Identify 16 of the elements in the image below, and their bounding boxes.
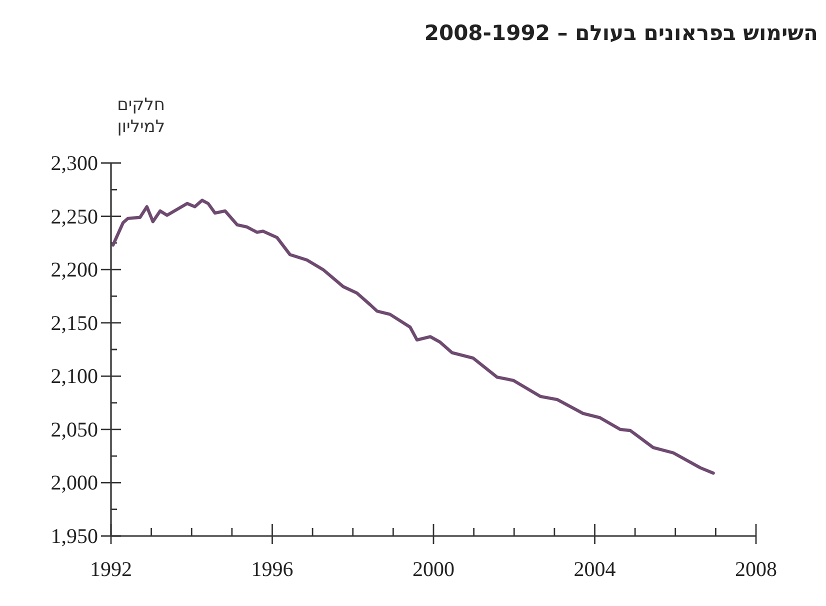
y-tick-label: 2,100 — [50, 364, 98, 388]
line-series — [111, 198, 715, 475]
x-tick-label: 1996 — [251, 557, 294, 581]
chart-title: השימוש בפראונים בעולם – 2008-1992 — [424, 21, 818, 45]
y-tick-label: 2,250 — [50, 204, 98, 228]
x-tick-label: 2008 — [735, 557, 777, 581]
y-tick-label: 2,300 — [50, 151, 98, 175]
y-tick-label: 1,950 — [50, 524, 98, 548]
y-tick-label: 2,000 — [50, 470, 98, 495]
x-tick-label: 1992 — [90, 557, 132, 581]
x-tick-label: 2004 — [574, 557, 616, 581]
y-tick-label: 2,150 — [50, 310, 98, 335]
y-tick-label: 2,200 — [50, 258, 98, 282]
y-tick-label: 2,050 — [50, 417, 98, 442]
y-axis-title: חלקים למיליון — [117, 95, 165, 137]
x-tick-label: 2000 — [412, 557, 454, 581]
